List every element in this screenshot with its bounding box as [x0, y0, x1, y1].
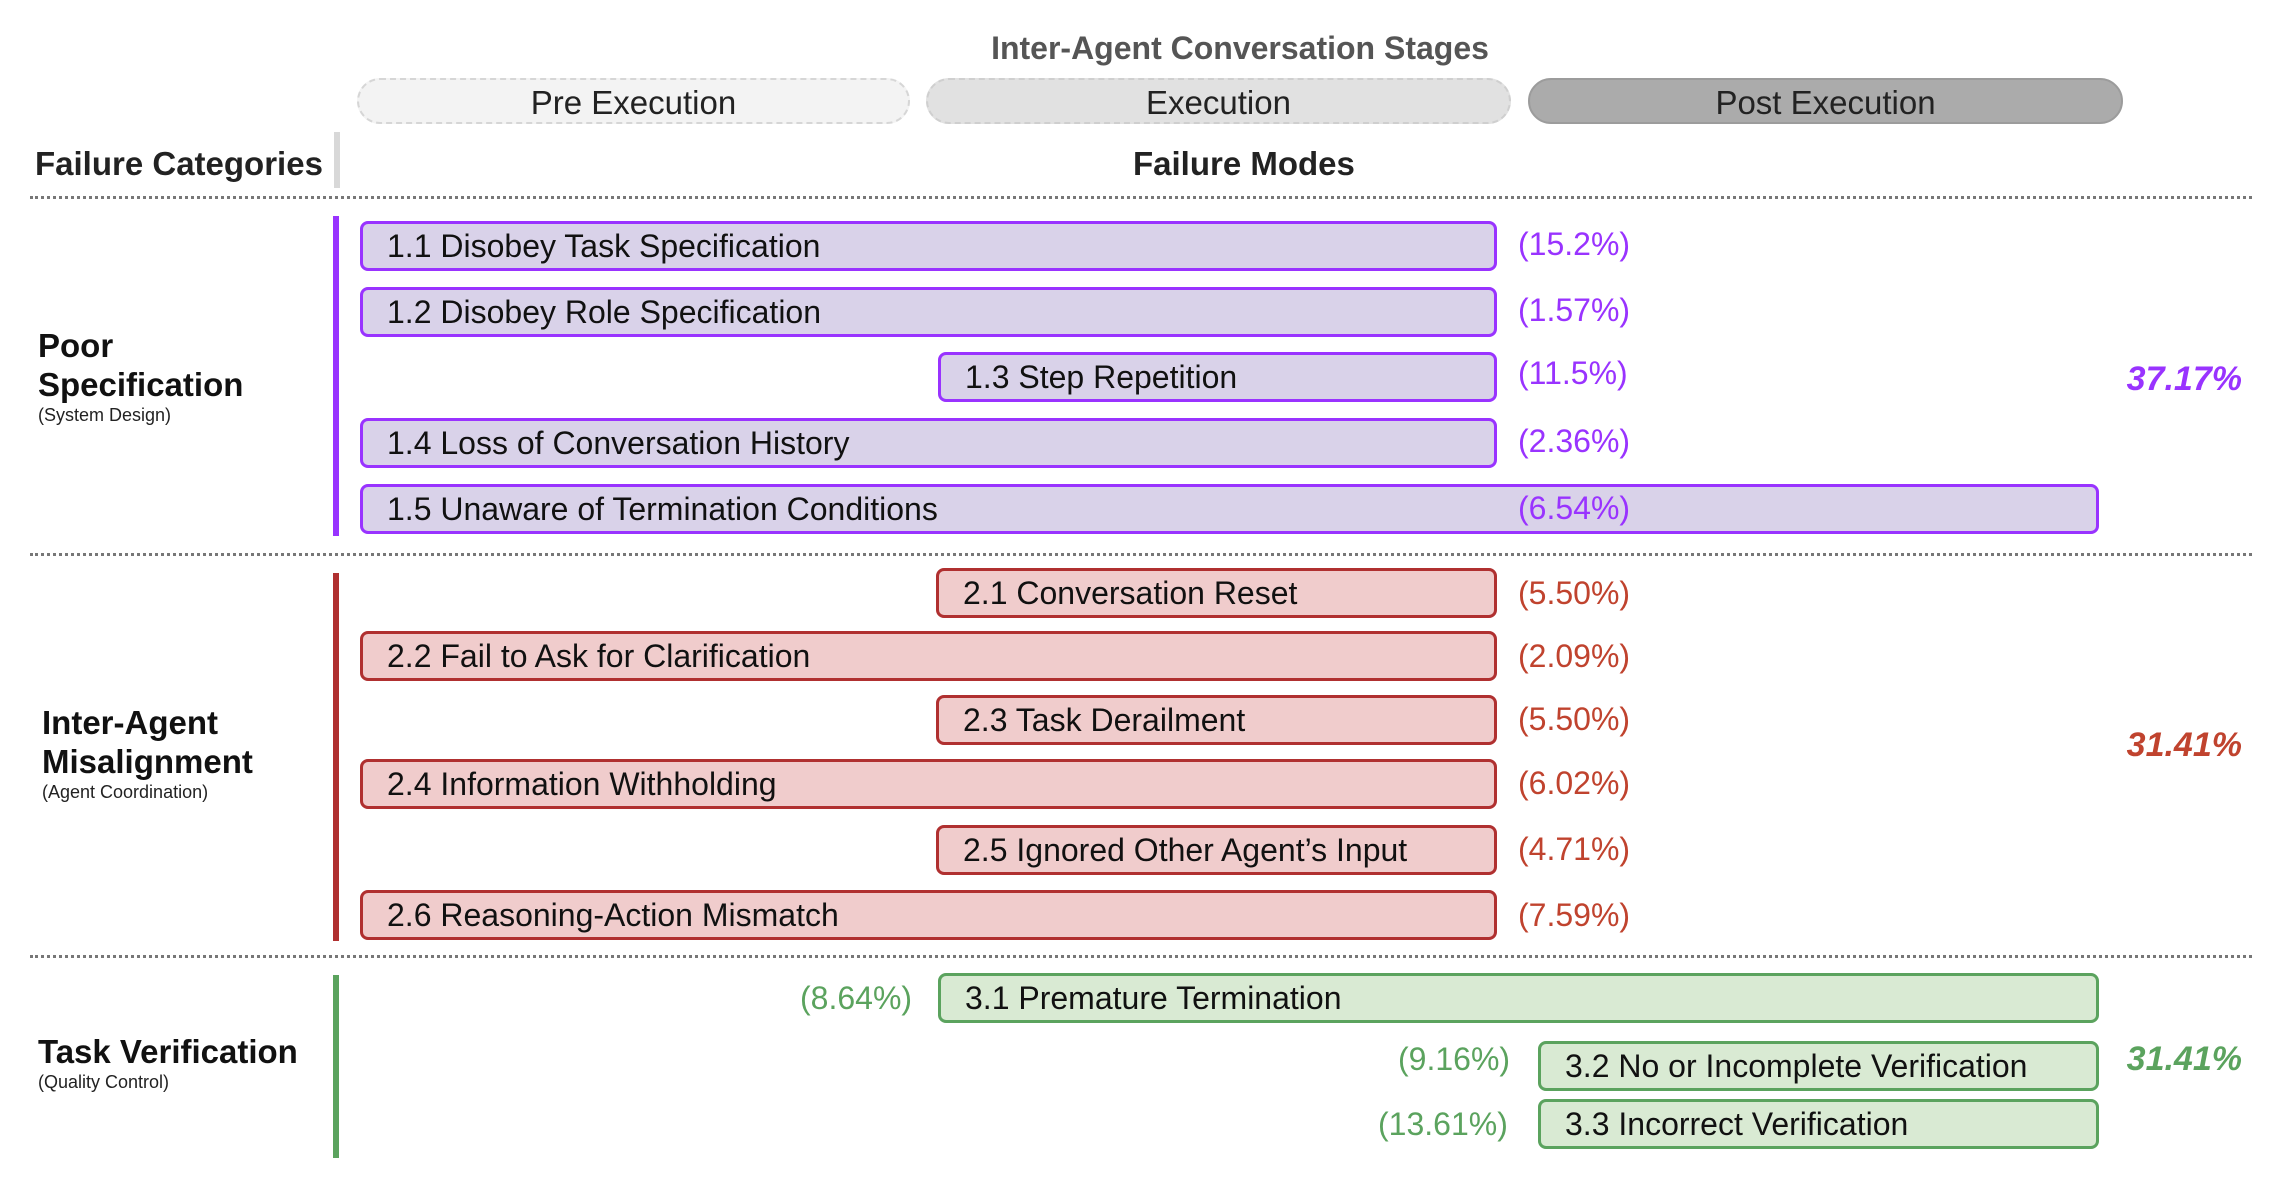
category-name-line: Misalignment [42, 743, 253, 780]
failure-mode-2-6: 2.6 Reasoning-Action Mismatch [360, 890, 1497, 940]
category-bar-task-verification [333, 975, 339, 1158]
category-subtitle: (Agent Coordination) [42, 782, 209, 802]
failure-mode-percent: (7.59%) [1518, 897, 1631, 933]
failure-mode-percent: (1.57%) [1518, 292, 1631, 328]
stage-execution: Execution [926, 78, 1511, 124]
category-total-percent: 31.41% [2126, 1040, 2242, 1078]
failure-mode-percent: (2.09%) [1518, 638, 1631, 674]
header-separator [334, 132, 340, 188]
failure-mode-3-3: 3.3 Incorrect Verification [1538, 1099, 2099, 1149]
diagram-title: Inter-Agent Conversation Stages [991, 30, 1489, 66]
failure-mode-percent: (5.50%) [1518, 701, 1631, 737]
failure-mode-percent: (8.64%) [800, 980, 913, 1016]
failure-mode-1-1: 1.1 Disobey Task Specification [360, 221, 1497, 271]
category-total-percent: 31.41% [2126, 726, 2242, 764]
failure-mode-percent: (6.02%) [1518, 765, 1631, 801]
divider-line [30, 955, 2252, 958]
failure-mode-percent: (13.61%) [1378, 1106, 1508, 1142]
category-subtitle: (System Design) [38, 405, 172, 425]
failure-mode-percent: (9.16%) [1398, 1041, 1511, 1077]
failure-mode-1-4: 1.4 Loss of Conversation History [360, 418, 1497, 468]
category-subtitle: (Quality Control) [38, 1072, 170, 1092]
failure-mode-percent: (11.5%) [1518, 355, 1628, 391]
failure-mode-percent: (4.71%) [1518, 831, 1631, 867]
category-name-line: Poor [38, 327, 114, 364]
category-inter-agent-misalignment: Inter-Agent Misalignment (Agent Coordina… [42, 703, 253, 803]
failure-mode-1-5: 1.5 Unaware of Termination Conditions [360, 484, 2099, 534]
failure-categories-header: Failure Categories [35, 145, 323, 182]
failure-modes-header: Failure Modes [1133, 145, 1355, 182]
failure-mode-2-5: 2.5 Ignored Other Agent’s Input [936, 825, 1497, 875]
category-poor-specification: Poor Specification (System Design) [38, 326, 243, 426]
stage-post-execution: Post Execution [1528, 78, 2123, 124]
failure-mode-2-4: 2.4 Information Withholding [360, 759, 1497, 809]
stage-pre-execution: Pre Execution [357, 78, 910, 124]
failure-mode-2-1: 2.1 Conversation Reset [936, 568, 1497, 618]
category-task-verification: Task Verification (Quality Control) [38, 1032, 298, 1093]
failure-mode-3-1: 3.1 Premature Termination [938, 973, 2099, 1023]
divider-line [30, 553, 2252, 556]
failure-mode-3-2: 3.2 No or Incomplete Verification [1538, 1041, 2099, 1091]
category-name-line: Specification [38, 366, 244, 403]
failure-mode-1-2: 1.2 Disobey Role Specification [360, 287, 1497, 337]
category-bar-inter-agent-misalignment [333, 573, 339, 941]
failure-mode-percent: (5.50%) [1518, 575, 1631, 611]
failure-mode-percent: (6.54%) [1518, 490, 1631, 526]
failure-mode-1-3: 1.3 Step Repetition [938, 352, 1497, 402]
failure-mode-percent: (15.2%) [1518, 226, 1631, 262]
divider-line [30, 196, 2252, 199]
failure-mode-percent: (2.36%) [1518, 423, 1631, 459]
failure-mode-2-3: 2.3 Task Derailment [936, 695, 1497, 745]
failure-mode-2-2: 2.2 Fail to Ask for Clarification [360, 631, 1497, 681]
category-name-line: Task Verification [38, 1033, 298, 1070]
category-name-line: Inter-Agent [42, 704, 218, 741]
category-bar-poor-specification [333, 216, 339, 536]
category-total-percent: 37.17% [2126, 360, 2242, 398]
